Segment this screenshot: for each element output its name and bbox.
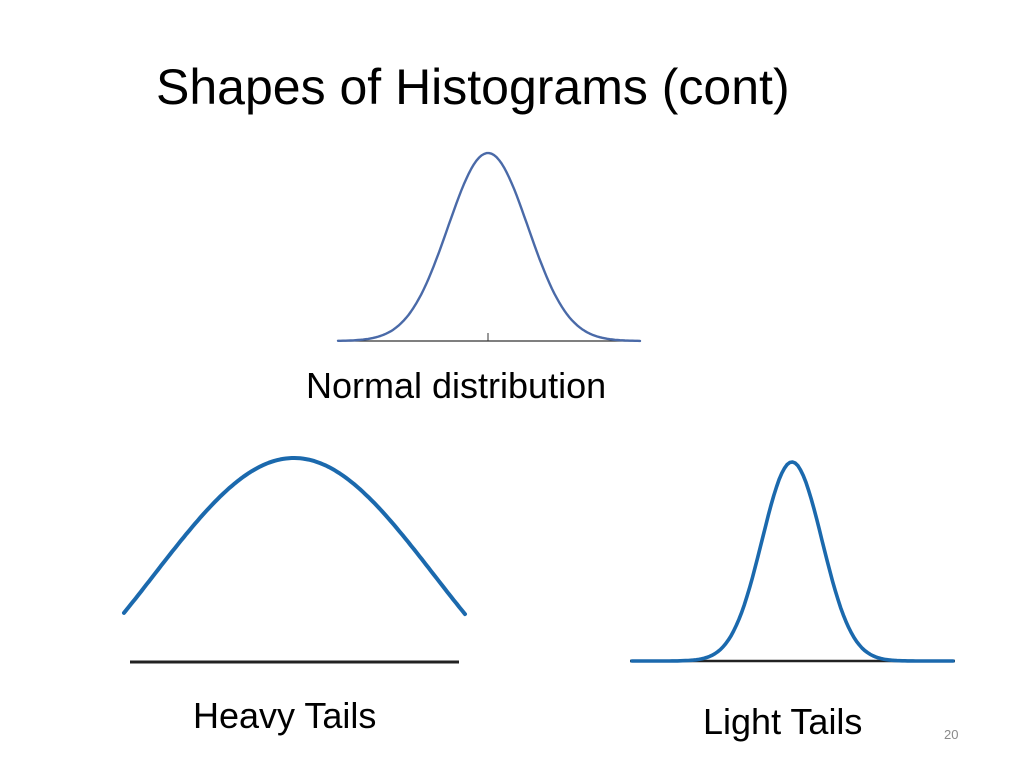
page-number: 20 xyxy=(944,727,959,742)
slide-title: Shapes of Histograms (cont) xyxy=(156,59,790,115)
heavy-tails-caption: Heavy Tails xyxy=(193,695,377,736)
light-tails-curve xyxy=(630,460,955,663)
heavy-tails-curve xyxy=(122,456,467,617)
heavy-tails-figure xyxy=(122,456,467,664)
normal-distribution-caption: Normal distribution xyxy=(306,365,607,406)
normal-curve xyxy=(336,151,642,343)
light-tails-figure xyxy=(630,460,955,663)
light-tails-caption: Light Tails xyxy=(703,701,863,742)
normal-distribution-figure xyxy=(336,151,642,343)
